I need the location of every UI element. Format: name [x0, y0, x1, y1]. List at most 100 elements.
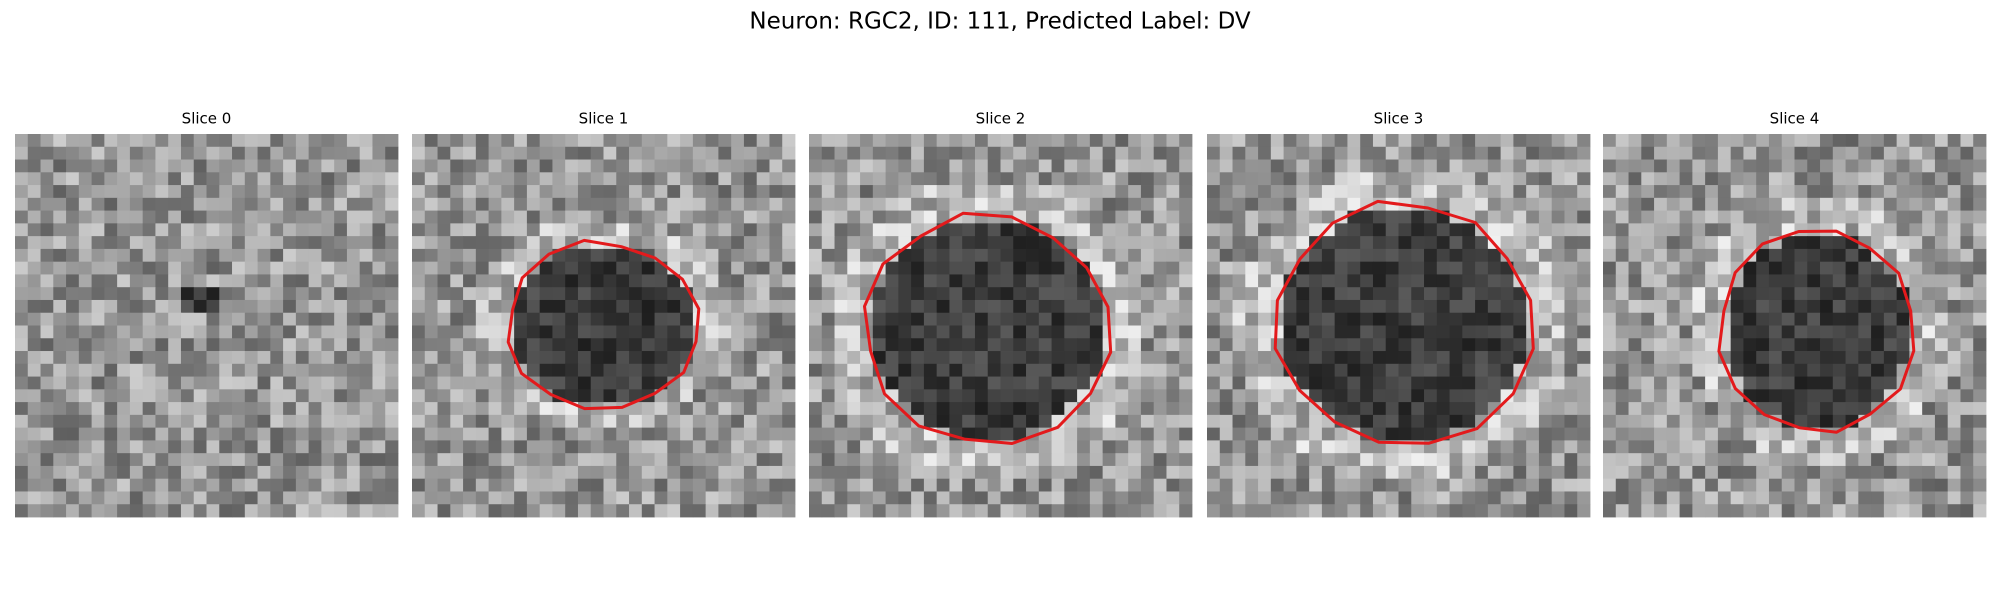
pixel — [1411, 236, 1425, 250]
pixel — [1026, 197, 1040, 211]
pixel — [283, 338, 297, 352]
pixel — [308, 197, 322, 211]
pixel — [142, 453, 156, 467]
pixel — [1347, 159, 1361, 173]
pixel — [308, 402, 322, 416]
pixel — [821, 465, 835, 480]
pixel — [1475, 402, 1489, 416]
pixel — [847, 274, 861, 288]
pixel — [1743, 491, 1757, 505]
pixel — [1013, 299, 1027, 314]
pixel — [1089, 236, 1104, 250]
pixel — [782, 338, 796, 352]
pixel — [1500, 478, 1514, 492]
pixel — [295, 134, 310, 148]
pixel — [206, 159, 220, 173]
pixel — [718, 185, 732, 199]
pixel — [1654, 491, 1668, 505]
pixel — [1207, 338, 1221, 352]
pixel — [1871, 159, 1885, 173]
pixel — [1140, 402, 1155, 416]
pixel — [1179, 197, 1193, 211]
pixel — [552, 427, 566, 441]
pixel — [1013, 363, 1027, 377]
pixel — [654, 146, 668, 160]
pixel — [53, 312, 67, 326]
pixel — [424, 376, 438, 390]
pixel — [782, 351, 796, 365]
pixel — [1743, 504, 1757, 518]
pixel — [743, 248, 758, 263]
pixel — [769, 223, 783, 237]
pixel — [1947, 376, 1961, 390]
pixel — [923, 248, 938, 263]
pixel — [1768, 389, 1783, 403]
pixel — [232, 312, 246, 326]
pixel — [501, 351, 515, 365]
pixel — [1794, 363, 1808, 377]
pixel — [860, 185, 874, 199]
pixel — [1347, 223, 1361, 237]
pixel — [1449, 197, 1463, 211]
pixel — [321, 274, 335, 288]
pixel — [1538, 427, 1553, 441]
pixel — [782, 491, 796, 505]
pixel — [1500, 248, 1514, 263]
pixel — [1360, 338, 1374, 352]
pixel — [1807, 299, 1821, 314]
pixel — [40, 478, 54, 492]
pixel — [1794, 504, 1808, 518]
pixel — [1449, 389, 1463, 403]
panel-title: Slice 2 — [976, 110, 1026, 128]
pixel — [53, 491, 67, 505]
pixel — [1283, 325, 1297, 339]
pixel — [1258, 223, 1272, 237]
pixel — [1270, 248, 1284, 263]
pixel — [283, 274, 297, 288]
pixel — [1794, 312, 1808, 326]
pixel — [219, 274, 233, 288]
pixel — [1717, 261, 1732, 275]
pixel — [1128, 172, 1142, 186]
pixel — [1360, 287, 1374, 301]
pixel — [654, 402, 668, 416]
pixel — [206, 146, 220, 160]
pixel — [1794, 478, 1808, 492]
pixel — [359, 414, 373, 429]
pixel — [526, 389, 541, 403]
pixel — [206, 299, 220, 314]
pixel — [1283, 236, 1297, 250]
pixel — [1000, 134, 1014, 148]
pixel — [372, 414, 386, 429]
pixel — [1462, 351, 1476, 365]
pixel — [257, 402, 271, 416]
pixel — [1909, 414, 1923, 429]
pixel — [1756, 440, 1770, 454]
pixel — [27, 402, 41, 416]
pixel — [1153, 325, 1167, 339]
pixel — [142, 134, 156, 148]
pixel — [1334, 236, 1348, 250]
pixel — [219, 440, 233, 454]
pixel — [898, 312, 912, 326]
pixel — [1153, 504, 1167, 518]
pixel — [962, 453, 976, 467]
pixel — [1883, 197, 1898, 211]
pixel — [1666, 465, 1680, 480]
pixel — [206, 210, 220, 224]
pixel — [91, 389, 105, 403]
pixel — [860, 491, 874, 505]
pixel — [1115, 299, 1129, 314]
pixel — [321, 478, 335, 492]
pixel — [1038, 363, 1052, 377]
pixel — [53, 440, 67, 454]
pixel — [769, 210, 783, 224]
pixel — [1449, 325, 1463, 339]
pixel — [860, 261, 874, 275]
pixel — [1179, 236, 1193, 250]
pixel — [1577, 465, 1591, 480]
pixel — [15, 453, 29, 467]
pixel — [168, 427, 182, 441]
pixel — [359, 185, 373, 199]
pixel — [1258, 185, 1272, 199]
